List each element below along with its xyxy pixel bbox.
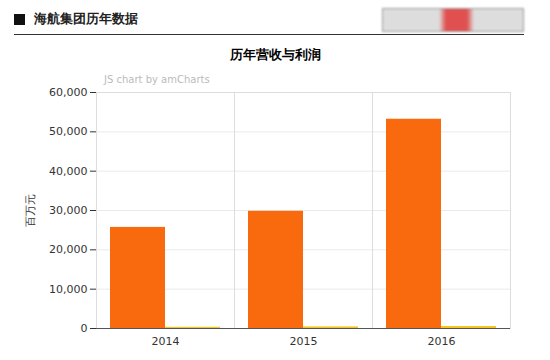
svg-text:20,000: 20,000 [49, 243, 88, 256]
svg-text:10,000: 10,000 [49, 283, 88, 296]
svg-text:60,000: 60,000 [49, 86, 88, 99]
svg-text:0: 0 [81, 322, 88, 335]
html-text:历年营收与利润: 历年营收与利润 [229, 47, 321, 62]
svg-text:2015: 2015 [290, 335, 318, 348]
svg-text:40,000: 40,000 [49, 165, 88, 178]
svg-text:2016: 2016 [428, 335, 456, 348]
html-text:海航集团历年数据: 海航集团历年数据 [34, 11, 138, 26]
html-text:JS chart by amCharts: JS chart by amCharts [104, 74, 210, 85]
svg-text:50,000: 50,000 [49, 125, 88, 138]
svg-text:百万元: 百万元 [24, 194, 37, 227]
svg-text:2014: 2014 [152, 335, 180, 348]
svg-text:30,000: 30,000 [49, 204, 88, 217]
